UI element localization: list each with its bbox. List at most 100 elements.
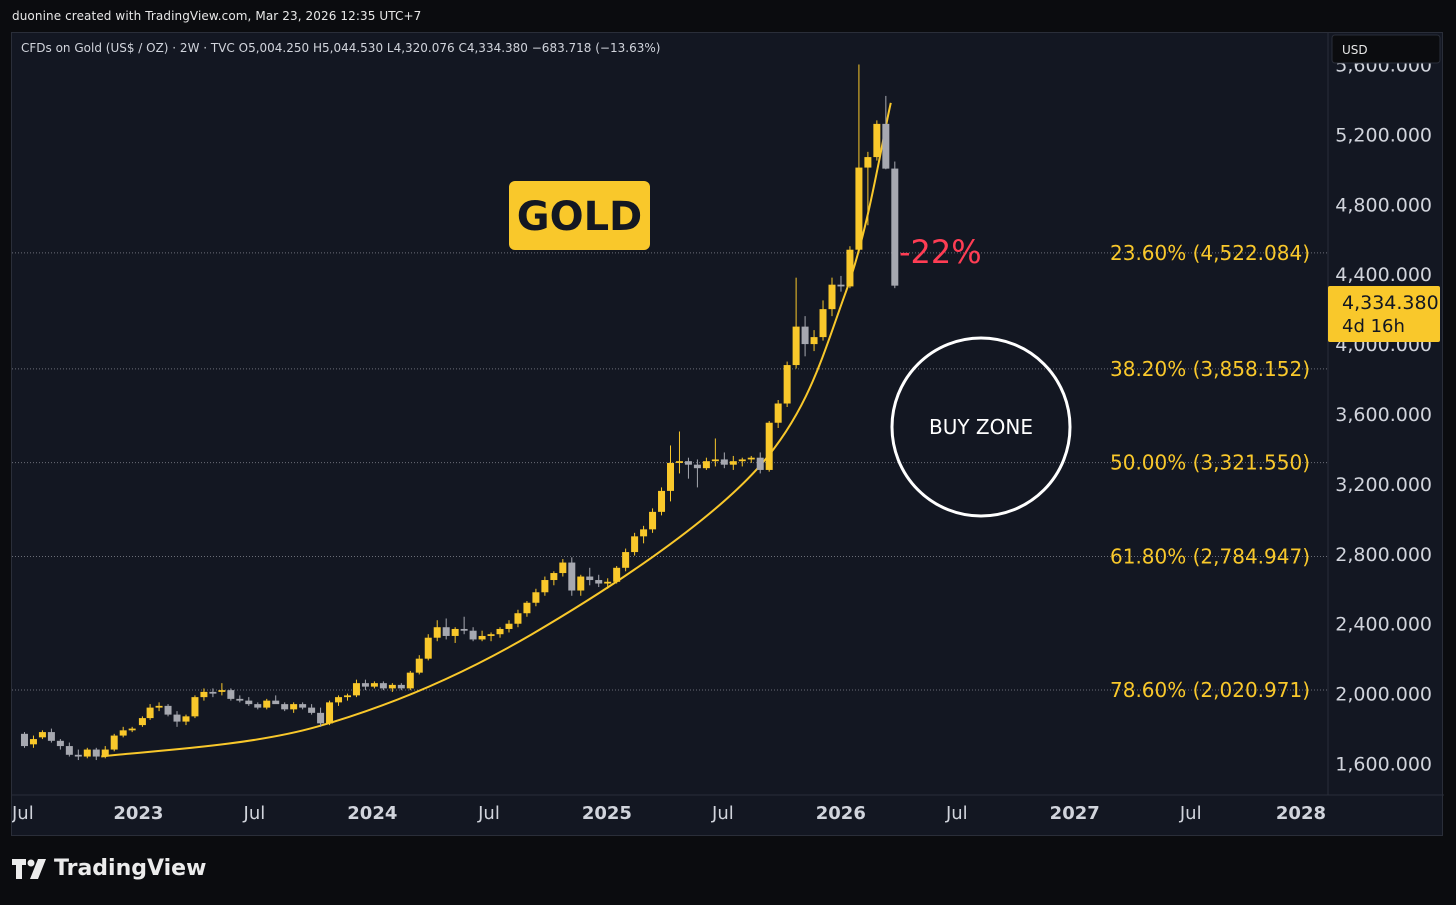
candle-body — [361, 683, 369, 687]
candle — [729, 455, 737, 470]
candle — [487, 632, 495, 642]
currency-button[interactable]: USD — [1331, 34, 1441, 64]
candle-body — [658, 490, 666, 512]
candle — [227, 688, 235, 701]
candle-body — [352, 683, 360, 696]
current-price-bg — [1328, 286, 1440, 342]
candle — [191, 695, 199, 719]
candle — [738, 457, 746, 467]
candle — [864, 151, 872, 226]
time-tick-label: Jul — [945, 803, 968, 824]
price-tick-label: 5,200.000 — [1335, 124, 1432, 146]
candle — [837, 275, 845, 292]
tradingview-logo-icon — [12, 858, 46, 879]
candle — [200, 688, 208, 701]
gold-title-text: GOLD — [517, 194, 643, 240]
candle-body — [675, 461, 683, 463]
candle-body — [532, 592, 540, 603]
candle — [568, 557, 576, 596]
candle-body — [586, 576, 594, 581]
candle-body — [236, 698, 244, 701]
chart-panel[interactable]: 23.60% (4,522.084) 38.20% (3,858.152) 50.0… — [11, 32, 1444, 837]
candle-body — [379, 683, 387, 689]
chart-annotations: GOLD -22% BUY ZONE — [509, 181, 1072, 518]
candle-body — [541, 580, 549, 593]
candle — [83, 747, 91, 759]
candle-body — [469, 630, 477, 640]
candle-body — [774, 403, 782, 423]
candle — [702, 457, 710, 470]
candle-body — [478, 635, 486, 640]
candle-body — [810, 337, 818, 345]
candle — [272, 695, 280, 705]
footer-brand: TradingView — [12, 856, 206, 881]
fibonacci-levels: 23.60% (4,522.084) 38.20% (3,858.152) 50.0… — [12, 241, 1328, 702]
candle — [756, 452, 764, 474]
candle-body — [415, 658, 423, 673]
candle — [65, 742, 73, 757]
candle — [388, 683, 396, 692]
candle-body — [882, 123, 890, 169]
candle-body — [424, 637, 432, 659]
candle — [56, 739, 64, 750]
candle — [110, 733, 118, 752]
candle-body — [281, 704, 289, 710]
price-tick-label: 4,800.000 — [1335, 194, 1432, 216]
candle — [308, 704, 316, 715]
candle — [254, 702, 262, 710]
fib-label: 38.20% (3,858.152) — [1110, 357, 1310, 381]
candle-body — [711, 459, 719, 462]
candlestick-chart[interactable]: 23.60% (4,522.084) 38.20% (3,858.152) 50.0… — [12, 33, 1444, 837]
time-tick-label: Jul — [12, 803, 34, 824]
candle — [496, 627, 504, 638]
candle — [765, 420, 773, 472]
candle-body — [47, 732, 55, 741]
candle — [74, 749, 82, 761]
fib-label: 50.00% (3,321.550) — [1110, 451, 1310, 475]
candle — [469, 627, 477, 642]
candle-body — [783, 365, 791, 404]
candle-body — [604, 581, 612, 584]
price-tick-label: 2,800.000 — [1335, 544, 1432, 566]
candle — [29, 735, 37, 748]
close-label: C — [458, 41, 466, 55]
candle — [281, 702, 289, 712]
candles — [20, 64, 899, 761]
candle-body — [765, 422, 773, 470]
candle — [640, 525, 648, 544]
time-tick-label: Jul — [1179, 803, 1202, 824]
candle — [711, 438, 719, 467]
candle — [747, 455, 755, 463]
candle-body — [442, 627, 450, 636]
candle — [675, 431, 683, 474]
candle-body — [747, 457, 755, 460]
candle-body — [873, 123, 881, 158]
candle — [164, 704, 172, 717]
candle — [658, 487, 666, 516]
candle-body — [200, 691, 208, 698]
candle — [119, 726, 127, 738]
candle-body — [119, 730, 127, 736]
change-value: −683.718 (−13.63%) — [532, 41, 661, 55]
currency-button-label: USD — [1342, 43, 1368, 57]
candle-body — [640, 529, 648, 537]
candle — [828, 277, 836, 317]
candle-body — [227, 690, 235, 699]
candle-body — [83, 749, 91, 757]
candle-body — [272, 700, 280, 705]
candle-body — [245, 700, 253, 705]
candle-body — [335, 697, 343, 703]
candle-body — [343, 695, 351, 698]
candle-body — [290, 704, 298, 710]
candle-body — [595, 580, 603, 584]
candle — [173, 711, 181, 727]
candle — [415, 655, 423, 675]
candle-body — [146, 707, 154, 719]
candle — [290, 702, 298, 713]
candle — [595, 574, 603, 588]
candle-body — [622, 552, 630, 568]
candle-body — [756, 457, 764, 470]
candle — [684, 457, 692, 479]
candle-body — [891, 168, 899, 286]
candle-body — [855, 167, 863, 250]
